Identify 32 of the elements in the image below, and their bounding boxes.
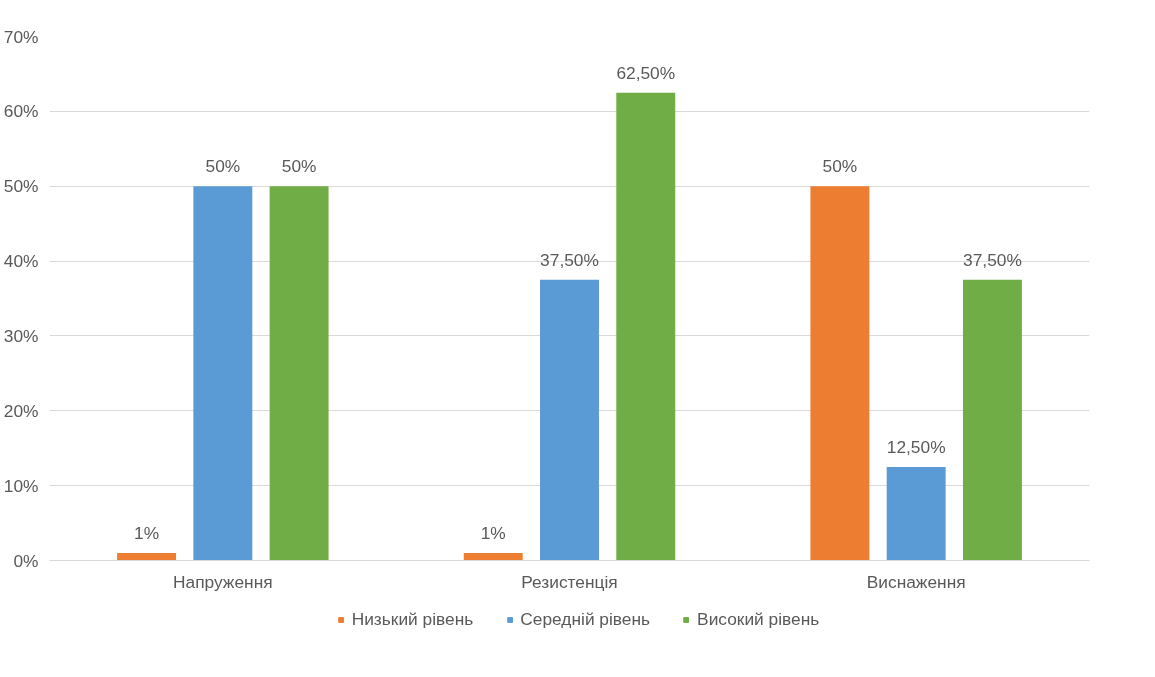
y-tick-label: 0% <box>13 550 39 571</box>
x-tick-label: Резистенція <box>521 571 618 592</box>
bar <box>193 186 253 561</box>
x-tick-label: Виснаження <box>866 571 966 592</box>
y-tick-label: 60% <box>3 101 39 122</box>
data-label: 37,50% <box>540 249 599 270</box>
y-tick-label: 50% <box>3 176 39 197</box>
data-label: 1% <box>480 523 506 544</box>
legend-label: Середній рівень <box>520 608 651 630</box>
y-tick-label: 70% <box>3 26 39 47</box>
bar <box>962 279 1022 561</box>
y-tick-label: 10% <box>3 475 39 496</box>
data-label: 50% <box>281 156 317 177</box>
bar <box>117 553 177 561</box>
y-tick-label: 20% <box>3 400 39 421</box>
bar <box>269 186 329 561</box>
data-label: 50% <box>205 156 241 177</box>
data-label: 62,50% <box>616 62 676 83</box>
bar <box>540 279 599 561</box>
legend-label: Високий рівень <box>697 608 820 630</box>
data-label: 50% <box>822 156 858 177</box>
legend-label: Низький рівень <box>351 608 474 630</box>
y-tick-label: 40% <box>3 251 39 272</box>
bar <box>616 92 676 561</box>
data-label: 1% <box>134 523 160 544</box>
bar <box>463 553 523 561</box>
bar <box>810 186 870 561</box>
data-label: 12,50% <box>886 436 946 457</box>
x-tick-label: Напруження <box>173 571 273 592</box>
bar <box>886 466 946 561</box>
data-label: 37,50% <box>963 249 1022 270</box>
y-tick-label: 30% <box>3 325 39 346</box>
